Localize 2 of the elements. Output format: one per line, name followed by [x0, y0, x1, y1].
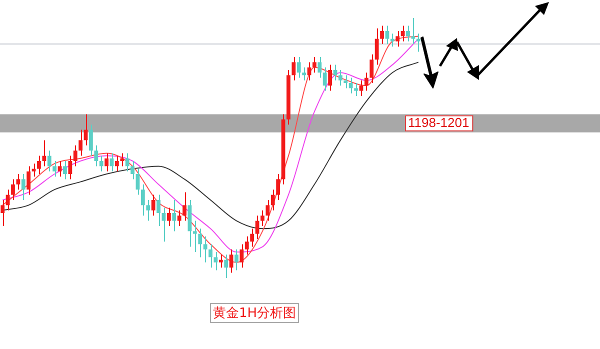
- band-label: 1198-1201: [408, 114, 470, 130]
- text: 黄金1H分析图: [210, 303, 300, 323]
